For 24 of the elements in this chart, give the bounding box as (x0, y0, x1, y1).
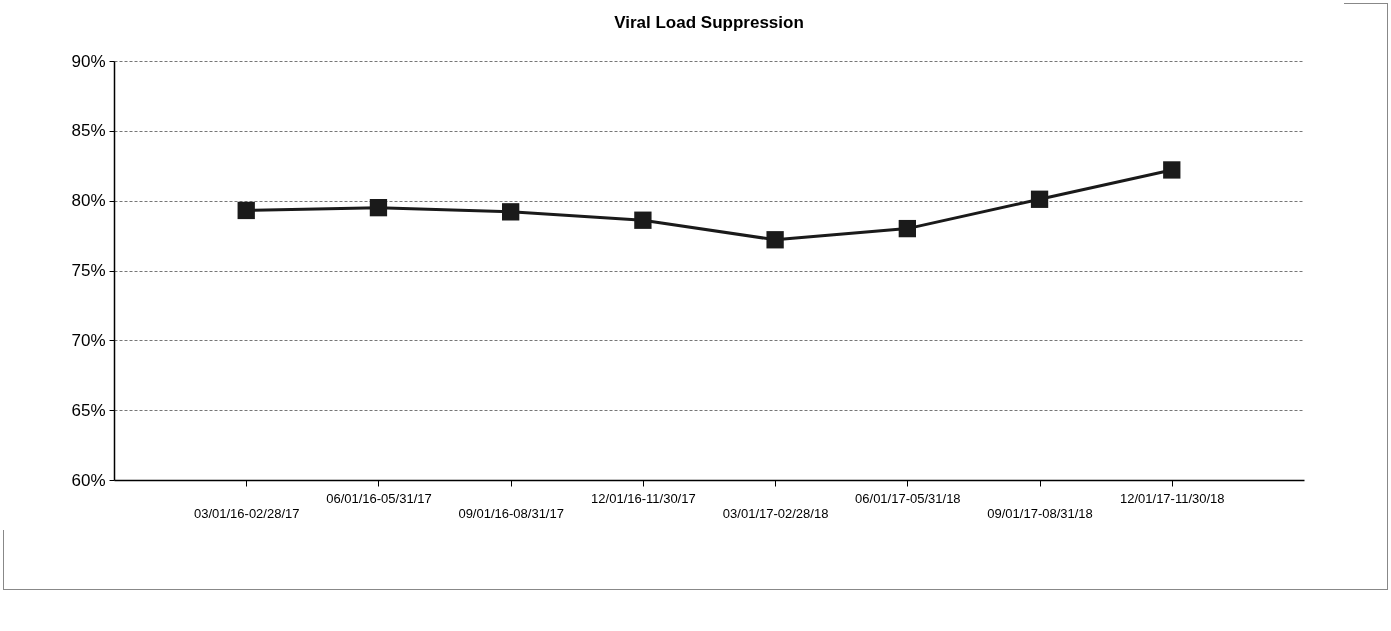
y-tick-label: 85% (71, 121, 106, 141)
y-tick-label: 90% (71, 51, 106, 71)
x-tick-label: 09/01/16-08/31/17 (458, 505, 564, 521)
point (369, 198, 388, 217)
y-tick-label: 75% (71, 261, 106, 280)
x-tick-label: 03/01/17-02/28/18 (722, 505, 829, 521)
x-tick-label: 06/01/17-05/31/18 (855, 490, 961, 506)
point (1030, 190, 1049, 208)
x-tick-label: 09/01/17-08/31/18 (987, 505, 1093, 521)
chart-title: Viral Load Suppression (614, 13, 804, 32)
point (1163, 161, 1181, 179)
x-tick-label: 03/01/16-02/28/17 (193, 505, 300, 521)
x-tick-label: 12/01/16-11/30/17 (591, 490, 696, 506)
x-tick-label: 12/01/17-11/30/18 (1119, 490, 1225, 506)
y-tick-label: 70% (71, 330, 106, 350)
y-tick-label: 80% (71, 191, 106, 211)
point (766, 231, 784, 249)
point (237, 201, 255, 220)
y-tick-label: 60% (71, 470, 106, 490)
y-tick-label: 65% (71, 400, 106, 420)
point (634, 211, 652, 229)
x-tick-label: 06/01/16-05/31/17 (326, 490, 432, 506)
point (502, 203, 520, 221)
point (898, 219, 916, 238)
